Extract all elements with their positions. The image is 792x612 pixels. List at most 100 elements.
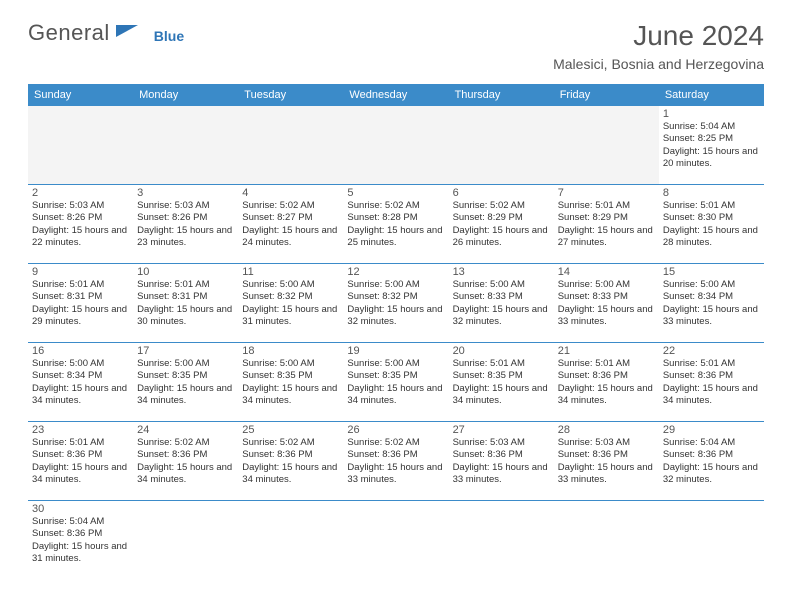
sunset-text: Sunset: 8:29 PM <box>558 212 655 224</box>
daylight-text: Daylight: 15 hours and 34 minutes. <box>242 462 339 487</box>
day-info: Sunrise: 5:02 AMSunset: 8:36 PMDaylight:… <box>242 437 339 486</box>
calendar-cell: 13Sunrise: 5:00 AMSunset: 8:33 PMDayligh… <box>449 264 554 343</box>
daylight-text: Daylight: 15 hours and 32 minutes. <box>663 462 760 487</box>
brand-general: General <box>28 20 110 46</box>
daylight-text: Daylight: 15 hours and 27 minutes. <box>558 225 655 250</box>
sunset-text: Sunset: 8:35 PM <box>137 370 234 382</box>
sunset-text: Sunset: 8:31 PM <box>32 291 129 303</box>
day-number: 11 <box>242 266 339 278</box>
calendar-cell <box>238 501 343 580</box>
day-header: Wednesday <box>343 84 448 106</box>
sunset-text: Sunset: 8:34 PM <box>663 291 760 303</box>
day-header: Sunday <box>28 84 133 106</box>
day-number: 7 <box>558 187 655 199</box>
sunrise-text: Sunrise: 5:00 AM <box>663 279 760 291</box>
sunset-text: Sunset: 8:32 PM <box>242 291 339 303</box>
sunrise-text: Sunrise: 5:00 AM <box>242 279 339 291</box>
sunset-text: Sunset: 8:36 PM <box>558 370 655 382</box>
sunset-text: Sunset: 8:36 PM <box>32 449 129 461</box>
sunrise-text: Sunrise: 5:00 AM <box>137 358 234 370</box>
daylight-text: Daylight: 15 hours and 32 minutes. <box>453 304 550 329</box>
day-header: Saturday <box>659 84 764 106</box>
day-info: Sunrise: 5:01 AMSunset: 8:36 PMDaylight:… <box>32 437 129 486</box>
sunset-text: Sunset: 8:26 PM <box>137 212 234 224</box>
day-number: 20 <box>453 345 550 357</box>
day-number: 28 <box>558 424 655 436</box>
day-info: Sunrise: 5:02 AMSunset: 8:29 PMDaylight:… <box>453 200 550 249</box>
sunset-text: Sunset: 8:36 PM <box>558 449 655 461</box>
sunrise-text: Sunrise: 5:01 AM <box>558 200 655 212</box>
day-number: 21 <box>558 345 655 357</box>
calendar-row: 16Sunrise: 5:00 AMSunset: 8:34 PMDayligh… <box>28 343 764 422</box>
day-info: Sunrise: 5:03 AMSunset: 8:36 PMDaylight:… <box>453 437 550 486</box>
sunset-text: Sunset: 8:36 PM <box>32 528 129 540</box>
day-info: Sunrise: 5:00 AMSunset: 8:32 PMDaylight:… <box>242 279 339 328</box>
calendar-cell: 10Sunrise: 5:01 AMSunset: 8:31 PMDayligh… <box>133 264 238 343</box>
daylight-text: Daylight: 15 hours and 34 minutes. <box>242 383 339 408</box>
daylight-text: Daylight: 15 hours and 29 minutes. <box>32 304 129 329</box>
calendar-row: 30Sunrise: 5:04 AMSunset: 8:36 PMDayligh… <box>28 501 764 580</box>
day-info: Sunrise: 5:02 AMSunset: 8:28 PMDaylight:… <box>347 200 444 249</box>
day-info: Sunrise: 5:00 AMSunset: 8:32 PMDaylight:… <box>347 279 444 328</box>
calendar-cell: 5Sunrise: 5:02 AMSunset: 8:28 PMDaylight… <box>343 185 448 264</box>
day-info: Sunrise: 5:02 AMSunset: 8:36 PMDaylight:… <box>137 437 234 486</box>
sunset-text: Sunset: 8:32 PM <box>347 291 444 303</box>
calendar-row: 2Sunrise: 5:03 AMSunset: 8:26 PMDaylight… <box>28 185 764 264</box>
calendar-cell: 6Sunrise: 5:02 AMSunset: 8:29 PMDaylight… <box>449 185 554 264</box>
daylight-text: Daylight: 15 hours and 30 minutes. <box>137 304 234 329</box>
calendar-cell: 9Sunrise: 5:01 AMSunset: 8:31 PMDaylight… <box>28 264 133 343</box>
calendar-cell <box>659 501 764 580</box>
daylight-text: Daylight: 15 hours and 33 minutes. <box>663 304 760 329</box>
day-info: Sunrise: 5:00 AMSunset: 8:35 PMDaylight:… <box>347 358 444 407</box>
day-number: 5 <box>347 187 444 199</box>
sunrise-text: Sunrise: 5:03 AM <box>137 200 234 212</box>
day-info: Sunrise: 5:01 AMSunset: 8:36 PMDaylight:… <box>663 358 760 407</box>
daylight-text: Daylight: 15 hours and 33 minutes. <box>453 462 550 487</box>
day-info: Sunrise: 5:03 AMSunset: 8:26 PMDaylight:… <box>32 200 129 249</box>
day-header: Friday <box>554 84 659 106</box>
header-bar: General Blue June 2024 Malesici, Bosnia … <box>28 20 764 72</box>
sunrise-text: Sunrise: 5:04 AM <box>663 121 760 133</box>
calendar-cell: 20Sunrise: 5:01 AMSunset: 8:35 PMDayligh… <box>449 343 554 422</box>
month-title: June 2024 <box>553 20 764 52</box>
sunrise-text: Sunrise: 5:00 AM <box>558 279 655 291</box>
daylight-text: Daylight: 15 hours and 25 minutes. <box>347 225 444 250</box>
calendar-cell <box>133 106 238 185</box>
day-number: 1 <box>663 108 760 120</box>
day-number: 22 <box>663 345 760 357</box>
calendar-cell <box>133 501 238 580</box>
day-info: Sunrise: 5:00 AMSunset: 8:33 PMDaylight:… <box>558 279 655 328</box>
day-info: Sunrise: 5:03 AMSunset: 8:26 PMDaylight:… <box>137 200 234 249</box>
sunrise-text: Sunrise: 5:00 AM <box>347 279 444 291</box>
day-header: Thursday <box>449 84 554 106</box>
calendar-cell: 3Sunrise: 5:03 AMSunset: 8:26 PMDaylight… <box>133 185 238 264</box>
daylight-text: Daylight: 15 hours and 33 minutes. <box>558 462 655 487</box>
day-info: Sunrise: 5:00 AMSunset: 8:34 PMDaylight:… <box>663 279 760 328</box>
day-number: 24 <box>137 424 234 436</box>
sunset-text: Sunset: 8:36 PM <box>242 449 339 461</box>
sunset-text: Sunset: 8:36 PM <box>347 449 444 461</box>
daylight-text: Daylight: 15 hours and 33 minutes. <box>558 304 655 329</box>
calendar-cell <box>343 501 448 580</box>
day-number: 19 <box>347 345 444 357</box>
daylight-text: Daylight: 15 hours and 34 minutes. <box>32 462 129 487</box>
sunrise-text: Sunrise: 5:00 AM <box>32 358 129 370</box>
day-number: 17 <box>137 345 234 357</box>
sunrise-text: Sunrise: 5:01 AM <box>32 437 129 449</box>
day-number: 27 <box>453 424 550 436</box>
calendar-cell: 26Sunrise: 5:02 AMSunset: 8:36 PMDayligh… <box>343 422 448 501</box>
sunrise-text: Sunrise: 5:01 AM <box>663 200 760 212</box>
day-number: 10 <box>137 266 234 278</box>
day-info: Sunrise: 5:04 AMSunset: 8:36 PMDaylight:… <box>32 516 129 565</box>
day-header: Tuesday <box>238 84 343 106</box>
calendar-cell: 4Sunrise: 5:02 AMSunset: 8:27 PMDaylight… <box>238 185 343 264</box>
calendar-cell: 17Sunrise: 5:00 AMSunset: 8:35 PMDayligh… <box>133 343 238 422</box>
day-number: 9 <box>32 266 129 278</box>
sunrise-text: Sunrise: 5:02 AM <box>453 200 550 212</box>
calendar-row: 9Sunrise: 5:01 AMSunset: 8:31 PMDaylight… <box>28 264 764 343</box>
day-number: 18 <box>242 345 339 357</box>
calendar-cell: 7Sunrise: 5:01 AMSunset: 8:29 PMDaylight… <box>554 185 659 264</box>
calendar-cell: 25Sunrise: 5:02 AMSunset: 8:36 PMDayligh… <box>238 422 343 501</box>
sunset-text: Sunset: 8:36 PM <box>137 449 234 461</box>
calendar-cell: 18Sunrise: 5:00 AMSunset: 8:35 PMDayligh… <box>238 343 343 422</box>
